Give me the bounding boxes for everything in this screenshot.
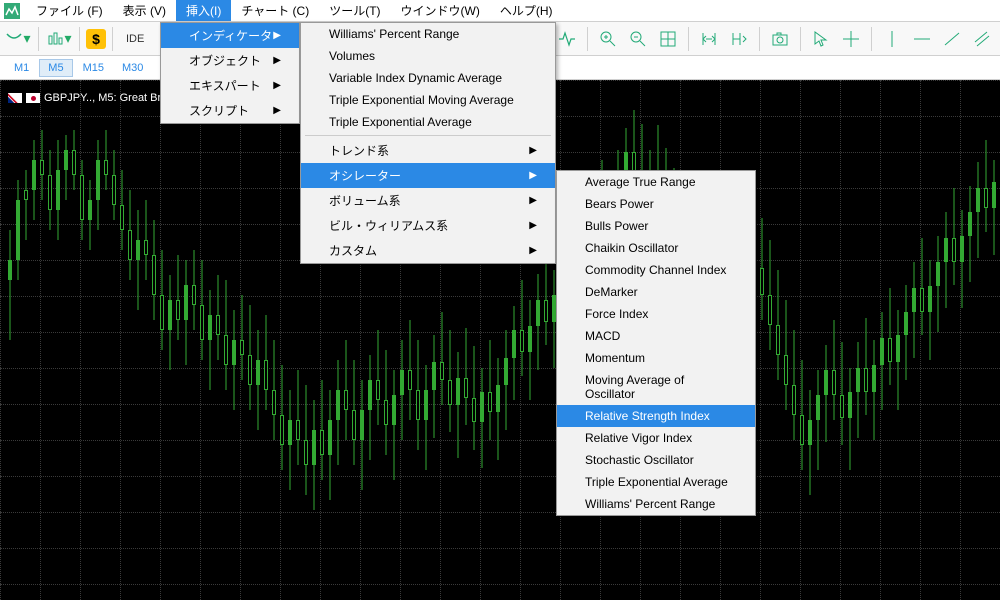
menu-option[interactable]: Force Index	[557, 303, 755, 325]
ide-button[interactable]: IDE	[119, 25, 151, 53]
menu-option[interactable]: Chaikin Oscillator	[557, 237, 755, 259]
vline-icon[interactable]	[878, 25, 906, 53]
timeframe-button[interactable]: M5	[39, 59, 72, 77]
toolbar-separator	[38, 27, 39, 51]
menu-option[interactable]: Relative Strength Index	[557, 405, 755, 427]
menu-item[interactable]: ファイル (F)	[26, 0, 113, 21]
toolbar-separator	[79, 27, 80, 51]
menu-option[interactable]: MACD	[557, 325, 755, 347]
chart-title-text: GBPJPY.., M5: Great Brit	[44, 92, 167, 104]
menu-option[interactable]: Triple Exponential Average	[301, 111, 555, 133]
camera-icon[interactable]	[766, 25, 794, 53]
menu-option[interactable]: Stochastic Oscillator	[557, 449, 755, 471]
menu-option[interactable]: DeMarker	[557, 281, 755, 303]
insert-menu-dropdown: インディケータ▶オブジェクト▶エキスパート▶スクリプト▶	[160, 22, 300, 124]
cursor-icon[interactable]	[807, 25, 835, 53]
oscillator-submenu-dropdown: Average True RangeBears PowerBulls Power…	[556, 170, 756, 516]
dollar-button[interactable]: $	[86, 29, 106, 49]
menu-item[interactable]: ツール(T)	[319, 0, 390, 21]
menu-option[interactable]: カスタム▶	[301, 238, 555, 263]
menu-option[interactable]: Moving Average of Oscillator	[557, 369, 755, 405]
menu-option[interactable]: オシレーター▶	[301, 163, 555, 188]
app-icon	[4, 3, 20, 19]
menu-option[interactable]: Momentum	[557, 347, 755, 369]
timeframe-button[interactable]: M15	[75, 60, 112, 76]
menubar: ファイル (F)表示 (V)挿入(I)チャート (C)ツール(T)ウインドウ(W…	[0, 0, 1000, 22]
crosshair-icon[interactable]	[837, 25, 865, 53]
toolbar-separator	[871, 27, 872, 51]
menu-option[interactable]: オブジェクト▶	[161, 48, 299, 73]
chart-type-button[interactable]: ▾	[45, 25, 73, 53]
menu-item[interactable]: 表示 (V)	[113, 0, 176, 21]
menu-option[interactable]: Volumes	[301, 45, 555, 67]
timeframe-button[interactable]: M1	[6, 60, 37, 76]
toolbar-separator	[759, 27, 760, 51]
menu-item[interactable]: 挿入(I)	[176, 0, 231, 21]
menu-option[interactable]: スクリプト▶	[161, 98, 299, 123]
menu-option[interactable]: Variable Index Dynamic Average	[301, 67, 555, 89]
menu-option[interactable]: Williams' Percent Range	[557, 493, 755, 515]
shift-icon[interactable]	[695, 25, 723, 53]
pulse-icon[interactable]	[553, 25, 581, 53]
menu-item[interactable]: ウインドウ(W)	[391, 0, 490, 21]
timeframe-button[interactable]: M30	[114, 60, 151, 76]
menu-option[interactable]: Bulls Power	[557, 215, 755, 237]
toolbar-separator	[112, 27, 113, 51]
menu-option[interactable]: Triple Exponential Average	[557, 471, 755, 493]
menu-option[interactable]: エキスパート▶	[161, 73, 299, 98]
trendline-icon[interactable]	[938, 25, 966, 53]
channel-icon[interactable]	[968, 25, 996, 53]
menu-option[interactable]: インディケータ▶	[161, 23, 299, 48]
indicator-submenu-dropdown: Williams' Percent RangeVolumesVariable I…	[300, 22, 556, 264]
menu-item[interactable]: チャート (C)	[231, 0, 319, 21]
toolbar-separator	[800, 27, 801, 51]
menu-option[interactable]: ビル・ウィリアムス系▶	[301, 213, 555, 238]
chart-title-bar: GBPJPY.., M5: Great Brit	[8, 92, 167, 104]
uk-flag-icon	[8, 93, 22, 103]
jp-flag-icon	[26, 93, 40, 103]
autoscroll-icon[interactable]	[725, 25, 753, 53]
toolbar-separator	[688, 27, 689, 51]
menu-item[interactable]: ヘルプ(H)	[490, 0, 563, 21]
menu-option[interactable]: Average True Range	[557, 171, 755, 193]
menu-option[interactable]: トレンド系▶	[301, 138, 555, 163]
menu-option[interactable]: Bears Power	[557, 193, 755, 215]
zoom-in-icon[interactable]	[594, 25, 622, 53]
menu-option[interactable]: Commodity Channel Index	[557, 259, 755, 281]
line-dropdown-button[interactable]: ▾	[4, 25, 32, 53]
menu-option[interactable]: Relative Vigor Index	[557, 427, 755, 449]
toolbar-separator	[587, 27, 588, 51]
menu-option[interactable]: Williams' Percent Range	[301, 23, 555, 45]
menu-option[interactable]: ボリューム系▶	[301, 188, 555, 213]
menu-option[interactable]: Triple Exponential Moving Average	[301, 89, 555, 111]
zoom-out-icon[interactable]	[624, 25, 652, 53]
grid-icon[interactable]	[654, 25, 682, 53]
hline-icon[interactable]	[908, 25, 936, 53]
